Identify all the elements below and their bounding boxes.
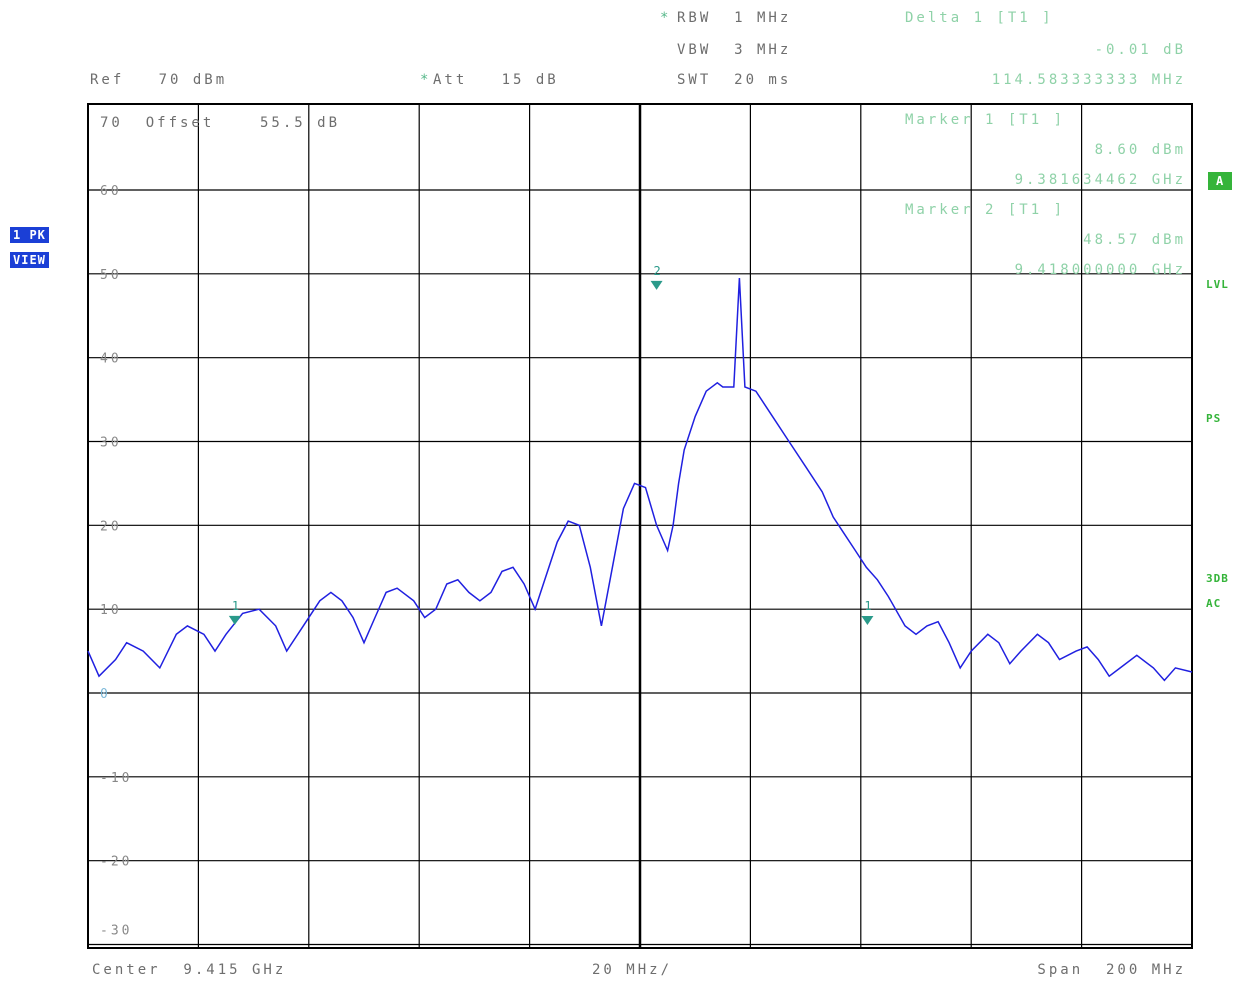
y-tick-label: -20 [100,855,132,870]
marker1-value: 8.60 dBm [1094,142,1186,158]
plot-grid [88,104,1192,948]
trace-line [87,277,1193,682]
att-label: Att 15 dB [433,72,559,88]
delta-title: Delta 1 [T1 ] [905,10,1054,26]
marker-label: 1 [232,599,239,613]
ref-level-label: Ref 70 dBm [90,72,228,88]
marker-label: 1 [864,599,871,613]
y-tick-label: -10 [100,771,132,786]
center-freq-label: Center 9.415 GHz [92,962,287,978]
marker1-title: Marker 1 [T1 ] [905,112,1066,128]
rbw-star: * [660,10,672,26]
a-badge: A [1208,172,1233,190]
marker-triangle [228,615,241,625]
offset-label: 70 Offset 55.5 dB [100,115,341,131]
y-tick-label: 20 [100,519,122,534]
y-tick-label: 40 [100,352,122,367]
marker-triangle [650,280,663,290]
view-badge[interactable]: VIEW [10,252,49,268]
ac-label: AC [1206,597,1222,610]
rbw-label: RBW 1 MHz [677,10,792,26]
lvl-label: LVL [1206,278,1229,291]
marker-group: 1 2 1 [228,264,874,625]
marker-triangle [861,615,874,625]
3db-label: 3DB [1206,572,1229,585]
marker-label: 2 [654,264,661,278]
ps-label: PS [1206,412,1222,425]
y-tick-label: 10 [100,603,122,618]
div-label: 20 MHz/ [592,962,673,978]
y-tick-label: 50 [100,268,122,283]
y-tick-label: 60 [100,184,122,199]
delta-value: -0.01 dB [1094,42,1186,58]
marker2-value: 48.57 dBm [1083,232,1186,248]
marker1-freq: 9.381634462 GHz [1014,172,1186,188]
span-label: Span 200 MHz [1037,962,1186,978]
marker2-title: Marker 2 [T1 ] [905,202,1066,218]
y-tick-labels: 60 50 40 30 20 10 0 -10 -20 -30 [100,184,132,939]
y-tick-label: 0 [100,687,111,702]
y-tick-label: 30 [100,436,122,451]
y-tick-label: -30 [100,924,132,939]
marker2-freq: 9.418000000 GHz [1014,262,1186,278]
att-star: * [420,72,432,88]
delta-freq: 114.583333333 MHz [991,72,1186,88]
trace-pk-badge[interactable]: 1 PK [10,227,49,243]
vbw-label: VBW 3 MHz [677,42,792,58]
swt-label: SWT 20 ms [677,72,792,88]
